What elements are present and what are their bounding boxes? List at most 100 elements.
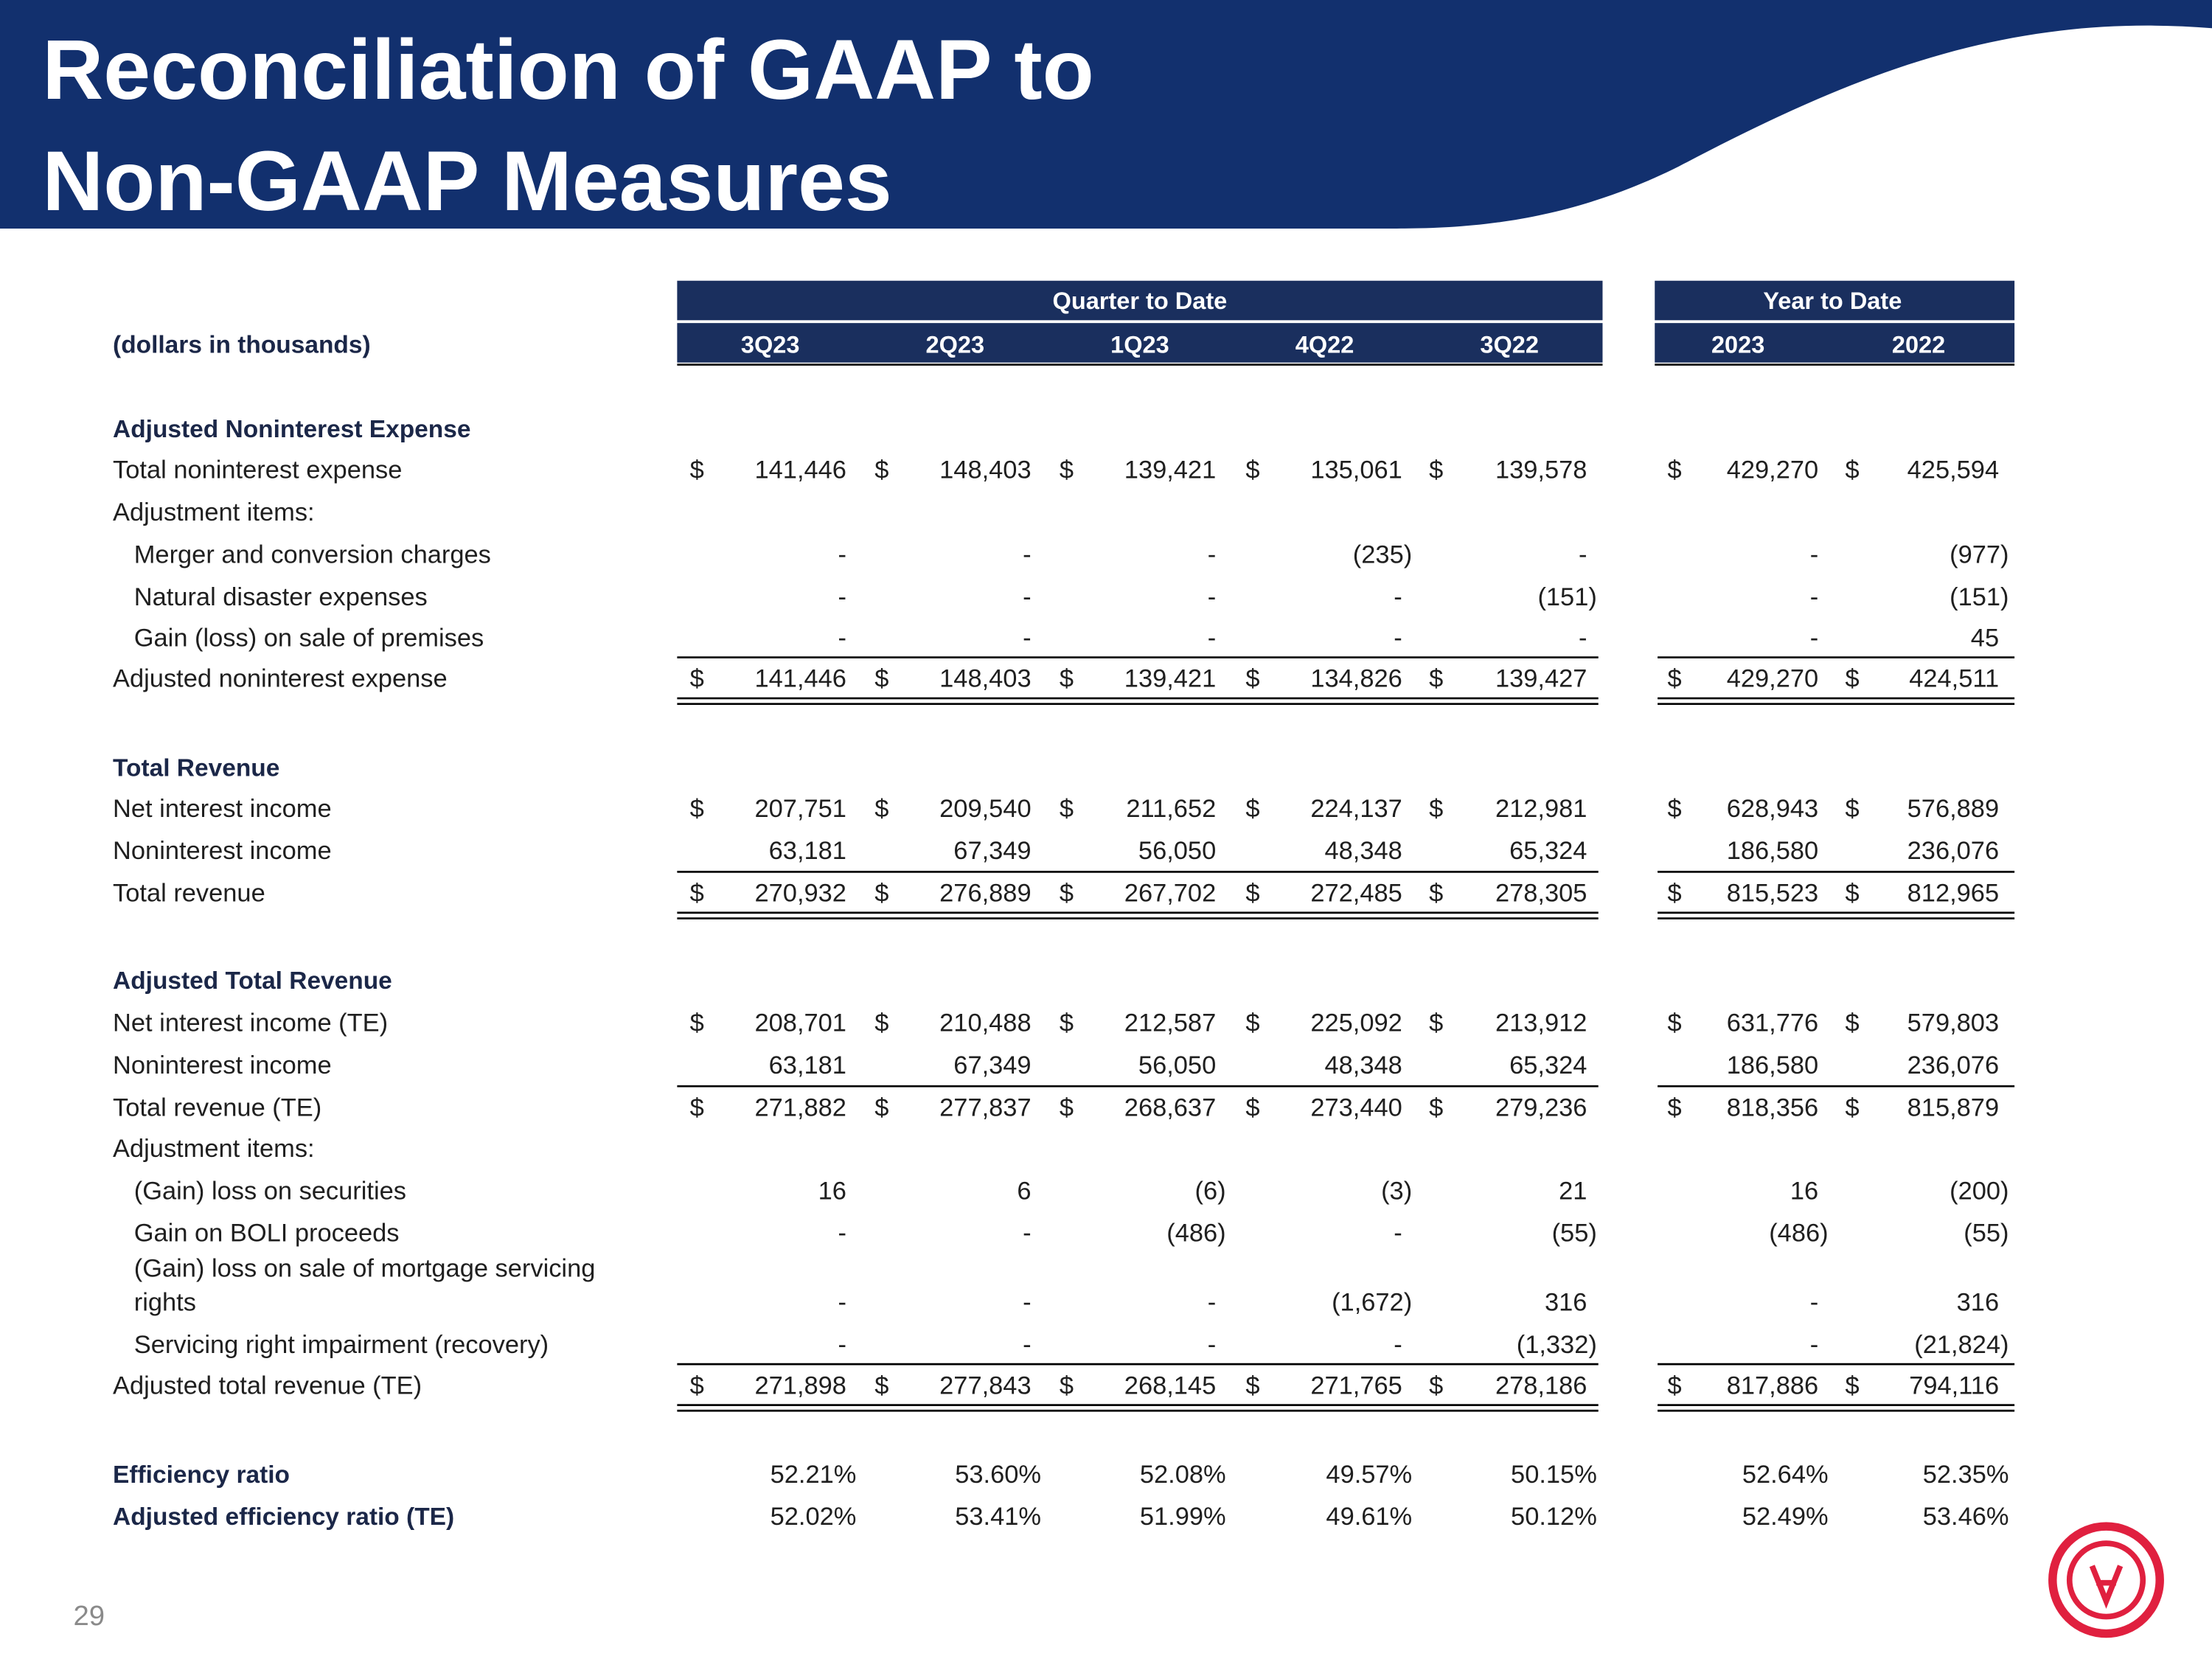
currency-symbol: $ (1060, 880, 1074, 908)
title-line: Reconciliation of GAAP to (42, 23, 1093, 117)
cell-value: 148,403 (939, 456, 1031, 484)
row-label: Adjusted efficiency ratio (TE) (113, 1503, 454, 1531)
cell-value: 213,912 (1495, 1009, 1587, 1037)
cell-value: - (1023, 624, 1031, 652)
cell-value: 815,523 (1727, 880, 1818, 908)
cell-value: 272,485 (1310, 880, 1402, 908)
cell-value: - (1208, 1288, 1216, 1316)
cell-value: (55) (1552, 1220, 1597, 1248)
cell-value: 209,540 (939, 795, 1031, 823)
cell-value: 49.57% (1326, 1461, 1412, 1489)
cell-value: 579,803 (1907, 1009, 1999, 1037)
row-label: Adjustment items: (113, 498, 315, 526)
cell-value: 141,446 (755, 456, 846, 484)
cell-value: - (1023, 540, 1031, 568)
row-label: Natural disaster expenses (134, 583, 428, 611)
currency-symbol: $ (690, 1009, 704, 1037)
row-label: Servicing right impairment (recovery) (134, 1331, 549, 1359)
row-label: Adjusted noninterest expense (113, 665, 448, 693)
cell-value: 425,594 (1907, 456, 1999, 484)
row-label: Total revenue (TE) (113, 1093, 321, 1121)
currency-symbol: $ (1060, 1093, 1074, 1121)
cell-value: 53.60% (955, 1461, 1041, 1489)
currency-symbol: $ (1245, 880, 1259, 908)
cell-value: 267,702 (1124, 880, 1216, 908)
cell-value: 50.15% (1511, 1461, 1597, 1489)
cell-value: 271,882 (755, 1093, 846, 1121)
title-line: Non-GAAP Measures (42, 134, 891, 229)
cell-value: - (1810, 1331, 1818, 1359)
currency-symbol: $ (1060, 665, 1074, 693)
cell-value: 139,427 (1495, 665, 1587, 693)
group-header: Quarter to Date (1053, 288, 1228, 314)
cell-value: 186,580 (1727, 837, 1818, 865)
cell-value: 224,137 (1310, 795, 1402, 823)
cell-value: 276,889 (939, 880, 1031, 908)
cell-value: - (1208, 624, 1216, 652)
row-label: Adjusted Total Revenue (113, 967, 392, 995)
cell-value: - (838, 583, 846, 611)
currency-symbol: $ (1429, 456, 1443, 484)
row-label: Adjusted total revenue (TE) (113, 1371, 422, 1399)
cell-value: (151) (1950, 583, 2008, 611)
column-header-bar (1655, 323, 2015, 363)
cell-value: 141,446 (755, 665, 846, 693)
cell-value: 236,076 (1907, 1051, 1999, 1079)
cell-value: 48,348 (1324, 1051, 1402, 1079)
cell-value: 271,898 (755, 1371, 846, 1399)
currency-symbol: $ (1429, 880, 1443, 908)
currency-symbol: $ (1245, 1009, 1259, 1037)
currency-symbol: $ (690, 665, 704, 693)
cell-value: (486) (1166, 1220, 1225, 1248)
currency-symbol: $ (1667, 880, 1681, 908)
row-label: (Gain) loss on sale of mortgage servicin… (134, 1255, 596, 1283)
column-header: 2023 (1711, 331, 1764, 358)
currency-symbol: $ (1429, 795, 1443, 823)
cell-value: 56,050 (1138, 1051, 1216, 1079)
currency-symbol: $ (1060, 456, 1074, 484)
cell-value: 52.64% (1742, 1461, 1829, 1489)
cell-value: 53.41% (955, 1503, 1041, 1531)
cell-value: 576,889 (1907, 795, 1999, 823)
cell-value: - (1023, 1331, 1031, 1359)
currency-symbol: $ (874, 1371, 888, 1399)
cell-value: 65,324 (1509, 837, 1587, 865)
cell-value: 21 (1559, 1177, 1587, 1205)
cell-value: 67,349 (953, 837, 1031, 865)
cell-value: (235) (1353, 540, 1412, 568)
currency-symbol: $ (874, 795, 888, 823)
currency-symbol: $ (1429, 1009, 1443, 1037)
column-header: 2Q23 (926, 331, 985, 358)
cell-value: 268,145 (1124, 1371, 1216, 1399)
currency-symbol: $ (1060, 1371, 1074, 1399)
cell-value: (1,332) (1517, 1331, 1597, 1359)
cell-value: (486) (1769, 1220, 1828, 1248)
cell-value: 52.35% (1923, 1461, 2009, 1489)
currency-symbol: $ (1060, 1009, 1074, 1037)
currency-symbol: $ (690, 456, 704, 484)
cell-value: 211,652 (1126, 795, 1216, 823)
cell-value: 273,440 (1310, 1093, 1402, 1121)
column-header-bar (677, 323, 1603, 363)
currency-symbol: $ (874, 880, 888, 908)
row-label: Adjustment items: (113, 1135, 315, 1163)
cell-value: 52.49% (1742, 1503, 1829, 1531)
cell-value: 48,348 (1324, 837, 1402, 865)
cell-value: - (838, 624, 846, 652)
cell-value: - (838, 1220, 846, 1248)
currency-symbol: $ (1846, 665, 1860, 693)
cell-value: 429,270 (1727, 456, 1818, 484)
cell-value: - (1394, 1220, 1402, 1248)
currency-symbol: $ (1846, 880, 1860, 908)
cell-value: (977) (1950, 540, 2008, 568)
currency-symbol: $ (1060, 795, 1074, 823)
currency-symbol: $ (1667, 456, 1681, 484)
currency-symbol: $ (1667, 795, 1681, 823)
cell-value: 270,932 (755, 880, 846, 908)
logo (2048, 1522, 2164, 1638)
cell-value: 16 (1790, 1177, 1818, 1205)
currency-symbol: $ (874, 665, 888, 693)
cell-value: 271,765 (1310, 1371, 1402, 1399)
currency-symbol: $ (1667, 1009, 1681, 1037)
